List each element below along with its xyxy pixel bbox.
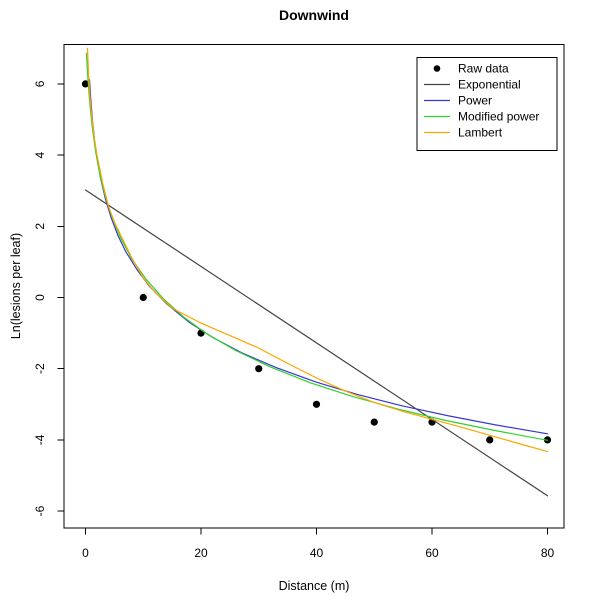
y-tick-label: 4 [33,151,47,158]
y-tick-label: 6 [33,80,47,87]
legend-box [416,57,558,151]
y-tick-label: 2 [33,223,47,230]
x-tick-label: 20 [194,546,208,560]
data-point [312,400,321,408]
data-point [370,418,378,426]
x-axis-label: Distance (m) [279,579,350,593]
y-tick-label: -4 [33,434,47,445]
legend-label-lambert: Lambert [458,126,503,140]
legend-label-modified-power: Modified power [458,110,539,124]
x-tick-label: 80 [541,546,555,560]
y-tick-label: -2 [33,363,47,374]
legend-label-raw-data: Raw data [458,62,509,76]
y-tick-label: -6 [33,505,47,516]
legend-label-exponential: Exponential [458,78,521,92]
legend-label-power: Power [458,94,492,108]
legend: Raw data Exponential Power Modified power La… [416,57,558,151]
curves [84,47,549,497]
chart-title: Downwind [279,7,349,23]
series-line-exponential [84,189,549,497]
plot-box [63,44,565,529]
data-point [139,293,147,302]
y-axis: -6 -4 -2 0 2 4 6 [33,80,64,516]
x-tick-label: 40 [310,546,324,560]
data-point [255,365,263,373]
legend-point-swatch [433,65,441,72]
data-point [486,436,494,444]
x-tick-label: 0 [82,546,89,560]
y-axis-label: Ln(lesions per leaf) [9,233,23,339]
data-point [81,80,90,88]
y-tick-label: 0 [33,294,47,301]
series-line-lambert [86,47,549,453]
x-axis: 0 20 40 60 80 [82,528,554,560]
x-tick-label: 60 [425,546,439,560]
series-line-modified-power [85,52,549,441]
